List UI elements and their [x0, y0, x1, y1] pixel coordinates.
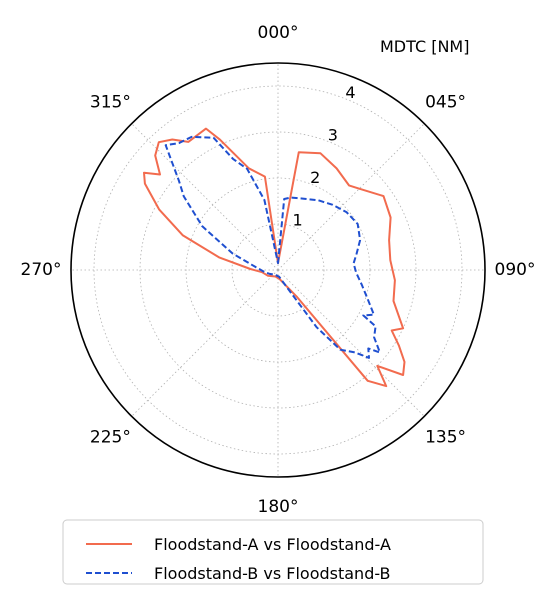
legend: Floodstand-A vs Floodstand-A Floodstand-…: [62, 519, 484, 585]
angular-gridline-225: [131, 269, 279, 417]
radial-gridline-3: [139, 131, 417, 409]
radial-axis-unit-label: MDTC [NM]: [380, 37, 469, 56]
radial-tick-label-2: 2: [310, 168, 320, 187]
radial-gridline-1: [231, 223, 325, 317]
angular-gridline-315: [131, 123, 279, 271]
angular-tick-label-0: 000°: [258, 23, 299, 43]
radial-tick-label-4: 4: [345, 83, 355, 102]
angular-tick-label-180: 180°: [258, 497, 299, 517]
angular-tick-label-135: 135°: [425, 428, 466, 448]
legend-label-floodstand-a: Floodstand-A vs Floodstand-A: [154, 535, 391, 554]
angular-gridline-45: [277, 123, 425, 271]
polar-frame: [70, 62, 486, 478]
angular-tick-label-270: 270°: [21, 260, 62, 280]
angular-gridline-135: [277, 269, 425, 417]
legend-frame: [62, 519, 484, 585]
radial-tick-label-3: 3: [328, 126, 338, 145]
angular-tick-label-90: 090°: [495, 260, 536, 280]
series-line-floodstand-b: [164, 135, 381, 359]
angular-tick-label-45: 045°: [425, 92, 466, 112]
angular-tick-label-315: 315°: [90, 92, 131, 112]
radial-tick-label-1: 1: [293, 211, 303, 230]
legend-label-floodstand-b: Floodstand-B vs Floodstand-B: [154, 564, 391, 583]
angular-tick-label-225: 225°: [90, 428, 131, 448]
series-layer: [143, 127, 406, 388]
series-line-floodstand-a: [143, 127, 406, 388]
polar-grid: [71, 63, 485, 477]
tick-labels: 000° 045° 090° 135° 180° 225° 270° 315° 1 2 3 4: [21, 23, 536, 517]
